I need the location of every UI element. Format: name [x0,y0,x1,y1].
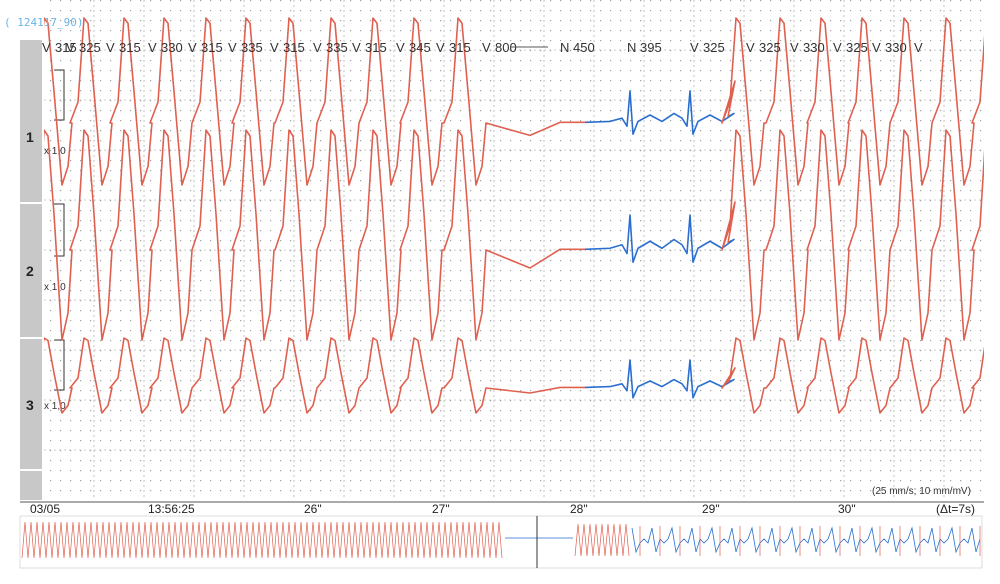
rr-interval-7: 335 [326,40,348,55]
beat-type-19: V [914,40,923,55]
lead-sidebar [20,40,42,500]
waveform-lead-1-ventricular-run-2 [721,17,984,186]
rr-interval-4: 315 [201,40,223,55]
calibration-mark-lead-1 [54,69,65,121]
beat-type-12: N [560,40,569,55]
beat-type-4: V [188,40,197,55]
time-label-1: 26" [304,502,322,516]
waveform-lead-3-ventricular-run-1 [44,337,585,414]
beat-type-11: V [482,40,491,55]
calibration-mark-lead-3 [54,339,65,391]
rr-interval-6: 315 [283,40,305,55]
rr-interval-1: 325 [79,40,101,55]
rr-interval-8: 315 [365,40,387,55]
date-label: 03/05 [30,502,60,516]
beat-type-6: V [270,40,279,55]
beat-type-2: V [106,40,115,55]
gain-label-lead-1: x 1,0 [44,146,66,157]
rr-interval-0: 315 [55,40,77,55]
waveform-lead-2-normal-beats [584,214,735,264]
rr-interval-3: 330 [161,40,183,55]
beat-type-5: V [228,40,237,55]
beat-type-7: V [313,40,322,55]
beat-type-16: V [790,40,799,55]
rr-interval-9: 345 [409,40,431,55]
rr-interval-5: 335 [241,40,263,55]
rr-interval-13: 395 [640,40,662,55]
waveform-lead-3-normal-beats [584,359,735,399]
gain-label-lead-3: x 1,0 [44,401,66,412]
time-label-2: 27" [432,502,450,516]
strip-ventricular-run [21,521,503,559]
rr-interval-17: 325 [846,40,868,55]
strip-mixed-run [631,526,981,554]
calibration-mark-lead-2 [54,203,65,257]
rr-interval-18: 330 [885,40,907,55]
waveform-lead-2-ventricular-run-2 [721,129,984,341]
gain-label-lead-2: x 1,0 [44,282,66,293]
strip-ventricular-run-2 [574,523,630,557]
beat-type-8: V [352,40,361,55]
window-label: (Δt=7s) [936,502,975,516]
rr-interval-10: 315 [449,40,471,55]
time-label-3: 28" [570,502,588,516]
overview-strip-waveform [21,521,981,559]
lead-label-1: 1 [26,129,34,145]
beat-type-3: V [148,40,157,55]
beat-type-13: N [627,40,636,55]
lead-label-2: 2 [26,263,34,279]
waveform-lead-3-ventricular-run-2 [721,337,984,414]
waveform-lead-1-ventricular-run-1 [44,17,585,186]
beat-type-15: V [746,40,755,55]
beat-type-17: V [833,40,842,55]
waveform-lead-1-normal-beats [584,90,735,135]
beat-type-14: V [690,40,699,55]
waveform-lead-2-ventricular-run-1 [44,129,585,341]
rr-interval-16: 330 [803,40,825,55]
beat-type-1: V [66,40,75,55]
rr-interval-14: 325 [703,40,725,55]
beat-type-18: V [872,40,881,55]
beat-type-10: V [436,40,445,55]
lead-label-3: 3 [26,397,34,413]
ecg-waveforms [44,17,984,414]
beat-type-9: V [396,40,405,55]
rr-interval-2: 315 [119,40,141,55]
time-label-5: 30" [838,502,856,516]
beat-type-0: V [42,40,51,55]
ecg-gridlines [44,0,984,500]
record-id: ( 124117_90) [4,16,83,29]
rr-interval-12: 450 [573,40,595,55]
rr-interval-11: 800 [495,40,517,55]
scale-label: (25 mm/s; 10 mm/mV) [872,486,971,497]
time-label-4: 29" [702,502,720,516]
time-label-0: 13:56:25 [148,502,195,516]
rr-interval-15: 325 [759,40,781,55]
